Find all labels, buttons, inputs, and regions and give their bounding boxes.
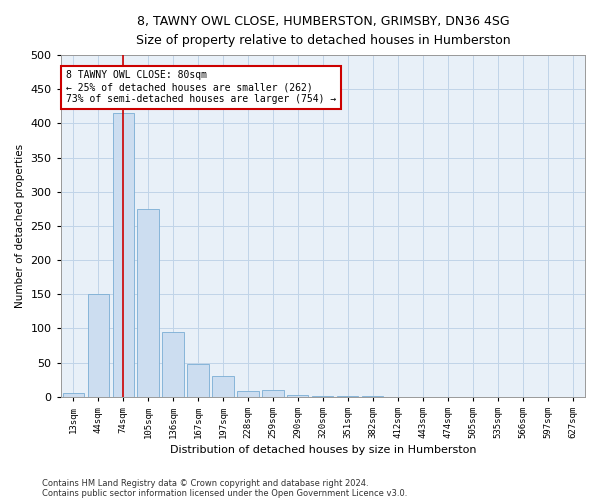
Bar: [238, 392, 259, 397]
Bar: [212, 376, 233, 397]
Bar: [62, 394, 84, 397]
Bar: [312, 396, 334, 397]
Bar: [163, 332, 184, 397]
Bar: [362, 396, 383, 397]
Text: Contains HM Land Registry data © Crown copyright and database right 2024.: Contains HM Land Registry data © Crown c…: [42, 478, 368, 488]
Title: 8, TAWNY OWL CLOSE, HUMBERSTON, GRIMSBY, DN36 4SG
Size of property relative to d: 8, TAWNY OWL CLOSE, HUMBERSTON, GRIMSBY,…: [136, 15, 510, 47]
Text: 8 TAWNY OWL CLOSE: 80sqm
← 25% of detached houses are smaller (262)
73% of semi-: 8 TAWNY OWL CLOSE: 80sqm ← 25% of detach…: [66, 70, 336, 104]
Bar: [88, 294, 109, 397]
Bar: [287, 394, 308, 397]
X-axis label: Distribution of detached houses by size in Humberston: Distribution of detached houses by size …: [170, 445, 476, 455]
Bar: [137, 209, 159, 397]
Bar: [262, 390, 284, 397]
Y-axis label: Number of detached properties: Number of detached properties: [15, 144, 25, 308]
Bar: [187, 364, 209, 397]
Text: Contains public sector information licensed under the Open Government Licence v3: Contains public sector information licen…: [42, 488, 407, 498]
Bar: [337, 396, 358, 397]
Bar: [113, 113, 134, 397]
